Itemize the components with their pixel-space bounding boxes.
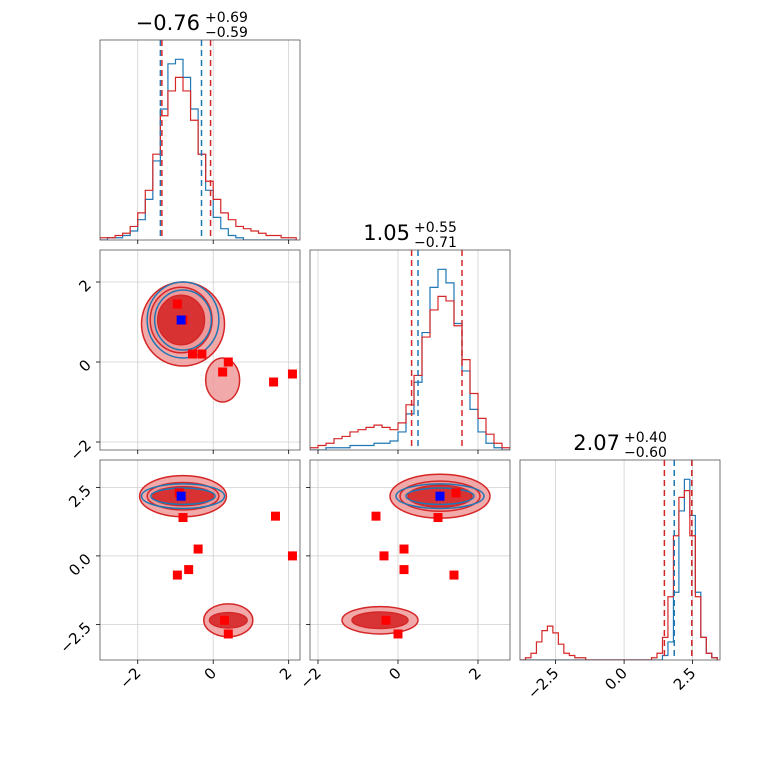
y-tick-label-p2: 0 bbox=[75, 356, 94, 375]
marker-blue bbox=[176, 315, 186, 325]
marker-red bbox=[178, 513, 188, 523]
title-p2: 1.05 +0.55 −0.71 bbox=[363, 220, 457, 251]
histogram-series-blue bbox=[100, 58, 297, 240]
axes-frame bbox=[99, 249, 301, 451]
histogram-series-group bbox=[310, 268, 510, 450]
contour-outer bbox=[204, 357, 241, 403]
title-p3-main: 2.07 bbox=[573, 431, 620, 455]
y-tick-label-p2: −2 bbox=[66, 436, 94, 464]
axes-frame bbox=[309, 459, 511, 661]
marker-blue bbox=[435, 491, 445, 501]
title-p1-sub: −0.59 bbox=[205, 25, 248, 41]
axes-frame bbox=[99, 39, 301, 241]
histogram-series-red bbox=[100, 76, 297, 240]
marker-red bbox=[379, 551, 389, 561]
histogram-series-blue bbox=[310, 268, 510, 450]
contour-panel-p1_p3: −2 0 2 −2.5 0.0 2.5 bbox=[56, 459, 301, 692]
x-tick-label-p1: 2 bbox=[276, 664, 295, 683]
marker-red bbox=[449, 570, 459, 580]
title-p3-sub: −0.60 bbox=[624, 445, 667, 461]
marker-blue bbox=[176, 491, 186, 501]
contour-blue bbox=[150, 487, 216, 506]
contour-group bbox=[341, 473, 491, 639]
histogram-series-blue bbox=[520, 478, 718, 660]
marker-red bbox=[193, 544, 203, 554]
marker-red bbox=[287, 551, 297, 561]
x-tick-label-p3: 0.0 bbox=[601, 664, 631, 694]
title-p1-main: −0.76 bbox=[136, 11, 200, 35]
marker-red bbox=[197, 349, 207, 359]
contour-inner bbox=[351, 611, 409, 630]
histogram-series-group bbox=[100, 58, 297, 240]
title-p2-sub: −0.71 bbox=[414, 235, 457, 251]
y-tick-label-p3: 2.5 bbox=[65, 481, 95, 511]
contour-blue bbox=[405, 487, 475, 506]
title-p2-sup: +0.55 bbox=[414, 220, 457, 236]
marker-red bbox=[218, 367, 228, 377]
axes-frame bbox=[309, 249, 511, 451]
contour-group bbox=[138, 474, 297, 639]
title-p3-sup: +0.40 bbox=[624, 430, 667, 446]
marker-red bbox=[270, 511, 280, 521]
marker-red bbox=[172, 570, 182, 580]
y-tick-label-p2: 2 bbox=[75, 276, 94, 295]
marker-red bbox=[184, 565, 194, 575]
histogram-series-group bbox=[520, 478, 718, 660]
marker-red bbox=[433, 513, 443, 523]
marker-red bbox=[399, 565, 409, 575]
contour-blue bbox=[146, 281, 220, 359]
title-p1-sup: +0.69 bbox=[205, 10, 248, 26]
y-tick-label-p3: −2.5 bbox=[56, 618, 94, 656]
histogram-panel-p3: −2.5 0.0 2.5 bbox=[519, 459, 721, 703]
contour-blue bbox=[140, 483, 226, 510]
marker-red bbox=[187, 349, 197, 359]
histogram-panel-p1 bbox=[99, 39, 301, 244]
y-tick-label-p3: 0.0 bbox=[65, 550, 95, 580]
x-tick-label-p3: 2.5 bbox=[670, 664, 700, 694]
marker-red bbox=[287, 369, 297, 379]
marker-red bbox=[399, 544, 409, 554]
contour-blue bbox=[153, 289, 213, 351]
x-tick-label-p3: −2.5 bbox=[524, 664, 562, 702]
x-tick-label-p1: 0 bbox=[201, 664, 220, 683]
contour-panel-p2_p3: −2 0 2 bbox=[296, 459, 511, 692]
histogram-series-red bbox=[310, 295, 510, 450]
histogram-series-red bbox=[520, 489, 718, 660]
x-tick-label-p2: 0 bbox=[385, 664, 404, 683]
marker-red bbox=[393, 629, 403, 639]
contour-panel-p1_p2: −2 0 2 bbox=[66, 249, 301, 464]
marker-red bbox=[451, 488, 461, 498]
contour-blue bbox=[395, 483, 485, 510]
marker-red bbox=[220, 615, 230, 625]
x-tick-label-p2: 2 bbox=[465, 664, 484, 683]
histogram-panel-p2 bbox=[309, 249, 511, 454]
title-p1: −0.76 +0.69 −0.59 bbox=[136, 10, 248, 41]
marker-red bbox=[172, 299, 182, 309]
contour-group bbox=[140, 281, 297, 403]
title-p3: 2.07 +0.40 −0.60 bbox=[573, 430, 667, 461]
axes-frame bbox=[99, 459, 301, 661]
x-tick-label-p2: −2 bbox=[296, 664, 324, 692]
x-tick-label-p1: −2 bbox=[116, 664, 144, 692]
axes-frame bbox=[519, 459, 721, 661]
marker-red bbox=[223, 629, 233, 639]
title-p2-main: 1.05 bbox=[363, 221, 410, 245]
marker-red bbox=[381, 615, 391, 625]
marker-red bbox=[269, 377, 279, 387]
marker-red bbox=[223, 357, 233, 367]
marker-red bbox=[371, 511, 381, 521]
